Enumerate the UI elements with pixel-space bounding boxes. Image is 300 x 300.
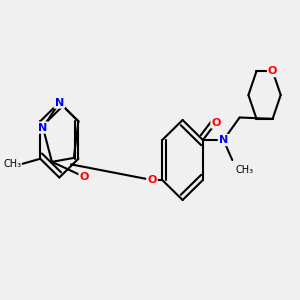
Text: O: O [147, 175, 157, 185]
Text: N: N [55, 98, 64, 107]
Text: N: N [219, 135, 228, 145]
Text: N: N [38, 123, 48, 133]
Text: CH₃: CH₃ [235, 165, 253, 175]
Text: O: O [80, 172, 89, 182]
Text: O: O [268, 66, 277, 76]
Text: CH₃: CH₃ [3, 159, 21, 169]
Text: O: O [212, 118, 221, 128]
